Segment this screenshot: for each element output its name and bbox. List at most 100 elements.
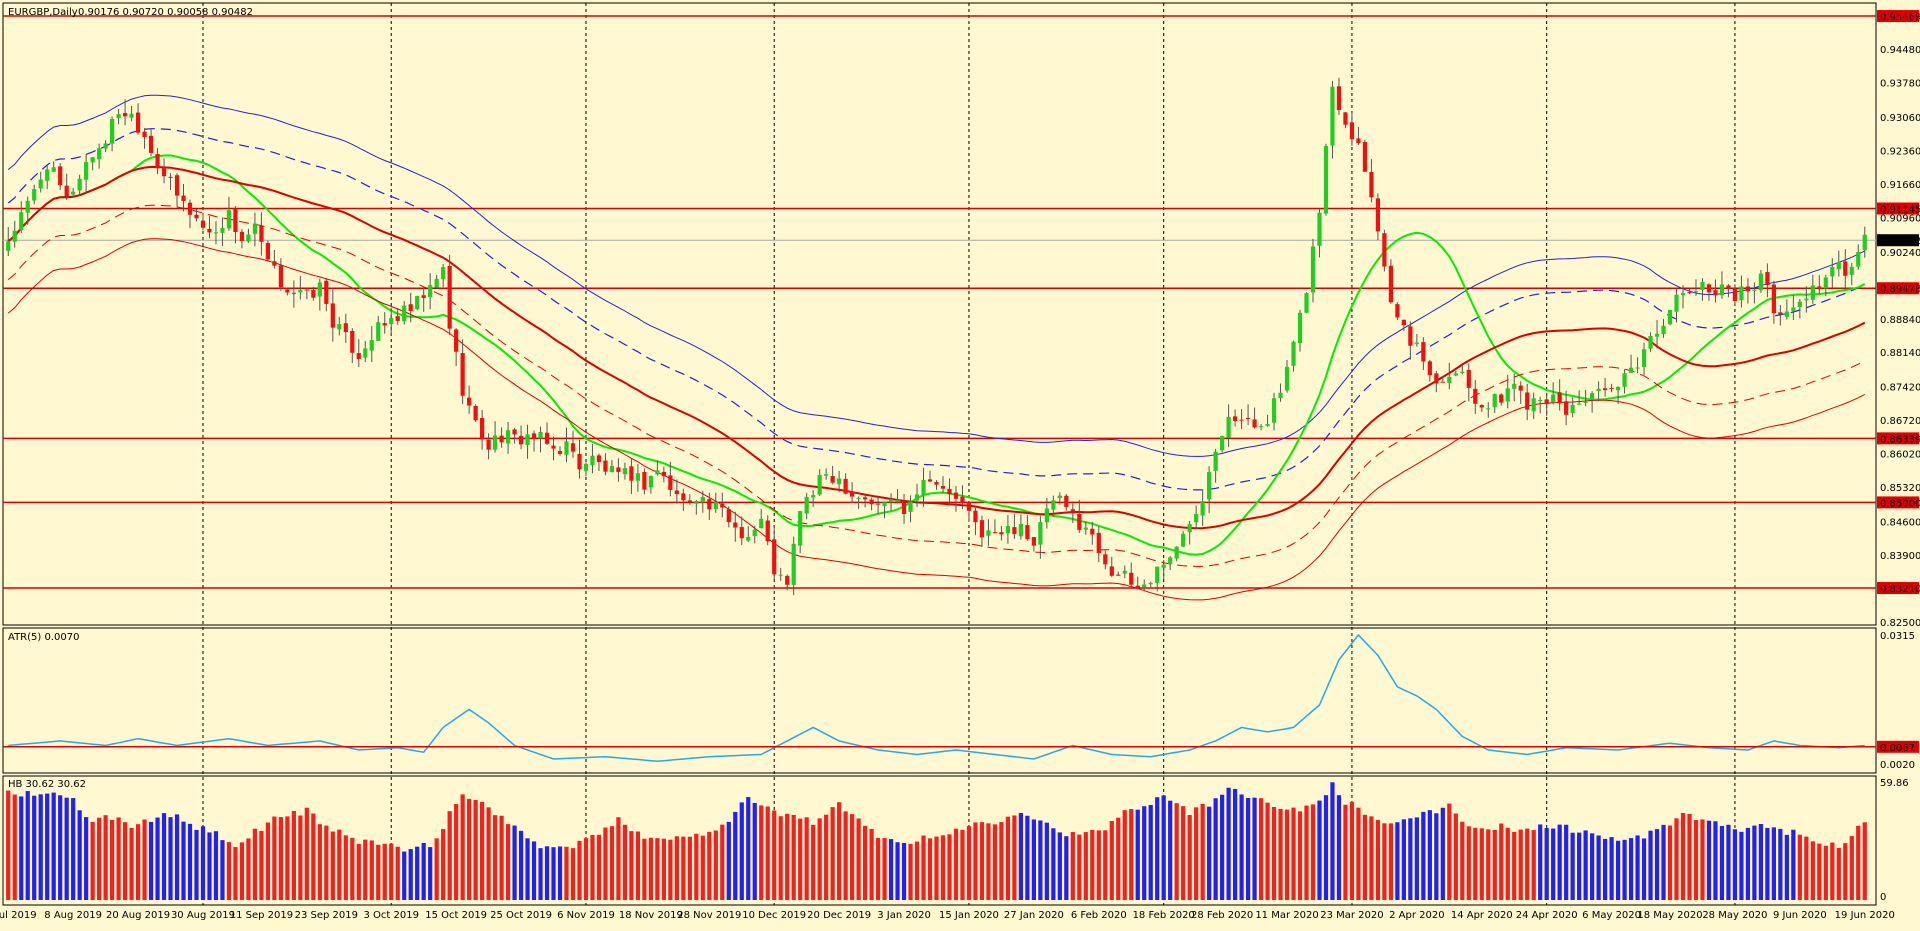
candle-bull xyxy=(759,518,764,529)
candle-bull xyxy=(363,348,368,358)
hb-bar xyxy=(1090,829,1095,900)
hb-bar xyxy=(415,846,420,900)
hb-bar xyxy=(207,832,212,900)
candle-bull xyxy=(590,455,595,466)
hb-bar xyxy=(278,817,283,900)
x-tick-label: 6 May 2020 xyxy=(1582,910,1641,921)
hb-title: HB 30.62 30.62 xyxy=(8,779,86,790)
y-tick-label: 0.86020 xyxy=(1880,450,1920,461)
hb-bar xyxy=(1810,841,1815,900)
hb-bar xyxy=(960,829,965,900)
hb-bar xyxy=(1628,838,1634,900)
candle-bear xyxy=(973,510,978,523)
candle-bear xyxy=(1499,394,1504,403)
hb-bar xyxy=(882,837,887,900)
candle-bull xyxy=(1804,298,1809,301)
hb-bar xyxy=(135,824,141,900)
y-tick-label: 0.85320 xyxy=(1880,483,1920,494)
hb-bar xyxy=(622,824,628,900)
hb-bar xyxy=(752,802,757,900)
hb-bar xyxy=(590,834,595,900)
candle-bear xyxy=(862,497,868,500)
candle-bull xyxy=(752,529,757,537)
hb-bar xyxy=(441,829,446,900)
hb-bar xyxy=(1181,806,1186,900)
candle-bull xyxy=(1648,336,1653,349)
hb-bar xyxy=(226,842,232,900)
hb-bar xyxy=(1057,832,1062,900)
candle-bear xyxy=(1245,417,1251,419)
hb-bar xyxy=(1654,829,1660,900)
x-tick-label: 6 Feb 2020 xyxy=(1071,910,1127,921)
hb-bar xyxy=(317,824,322,900)
hb-bar xyxy=(875,837,881,900)
hb-bar xyxy=(1109,820,1114,900)
candle-bull xyxy=(213,232,219,234)
atr-title: ATR(5) 0.0070 xyxy=(8,632,79,643)
candle-bull xyxy=(1310,246,1316,293)
candle-bull xyxy=(1057,495,1062,499)
hb-bar xyxy=(1726,824,1731,900)
candle-bull xyxy=(1512,383,1517,389)
candle-bull xyxy=(1265,424,1270,426)
candle-bear xyxy=(304,289,309,291)
candle-bull xyxy=(1226,416,1231,438)
candle-bull xyxy=(1674,294,1679,312)
hb-bar xyxy=(1135,809,1140,900)
hb-bar xyxy=(1706,820,1712,900)
x-tick-label: 11 Mar 2020 xyxy=(1255,910,1318,921)
hb-bar xyxy=(454,804,459,900)
candle-bull xyxy=(655,470,660,475)
hb-bar xyxy=(1343,804,1348,900)
hb-bar xyxy=(901,842,907,900)
hb-bar xyxy=(979,822,985,900)
candle-bear xyxy=(350,330,355,353)
hb-bar xyxy=(71,798,76,900)
candle-bull xyxy=(1830,266,1835,277)
candlesticks xyxy=(6,77,1867,596)
hb-bar xyxy=(1830,842,1835,900)
candle-bear xyxy=(1382,233,1387,267)
hb-bar xyxy=(1077,834,1082,900)
candle-bull xyxy=(1836,261,1841,270)
hb-bar xyxy=(1771,827,1776,900)
candle-bear xyxy=(1362,141,1368,172)
hb-bar xyxy=(64,797,69,900)
hb-bar xyxy=(1284,809,1290,900)
candle-bull xyxy=(103,143,108,149)
hb-bar xyxy=(992,824,998,900)
candle-bear xyxy=(1466,369,1471,388)
hb-bar xyxy=(1492,829,1497,900)
hb-bar xyxy=(142,819,147,900)
candle-bear xyxy=(934,481,939,485)
hb-bar xyxy=(298,815,303,900)
y-tick-label: 0.92360 xyxy=(1880,146,1920,157)
hb-bar xyxy=(1245,797,1251,900)
level-price-box xyxy=(1877,282,1919,295)
hb-bar xyxy=(200,826,206,900)
candle-bull xyxy=(1784,311,1789,317)
candle-bear xyxy=(733,522,738,528)
hb-bar xyxy=(1557,824,1562,900)
candle-bear xyxy=(1518,385,1523,391)
hb-bar xyxy=(674,836,679,900)
candle-bear xyxy=(473,405,478,421)
candle-bear xyxy=(596,455,602,463)
hb-bar xyxy=(1031,819,1036,900)
level-price-label: 0.83210 xyxy=(1880,584,1920,595)
hb-bar xyxy=(966,826,972,900)
candle-bull xyxy=(129,113,134,118)
candle-bull xyxy=(1823,277,1828,289)
hb-bar xyxy=(1635,835,1640,900)
candle-bear xyxy=(772,539,777,575)
candle-bull xyxy=(1849,266,1854,275)
candle-bear xyxy=(1025,525,1030,539)
hb-bar xyxy=(544,846,550,900)
candle-bull xyxy=(1661,325,1666,335)
hb-bar xyxy=(337,829,342,900)
candle-bear xyxy=(947,488,952,495)
hb-bar xyxy=(252,828,258,900)
hb-bar xyxy=(168,817,173,900)
hb-bar xyxy=(1200,803,1205,900)
hb-bar xyxy=(947,834,952,900)
